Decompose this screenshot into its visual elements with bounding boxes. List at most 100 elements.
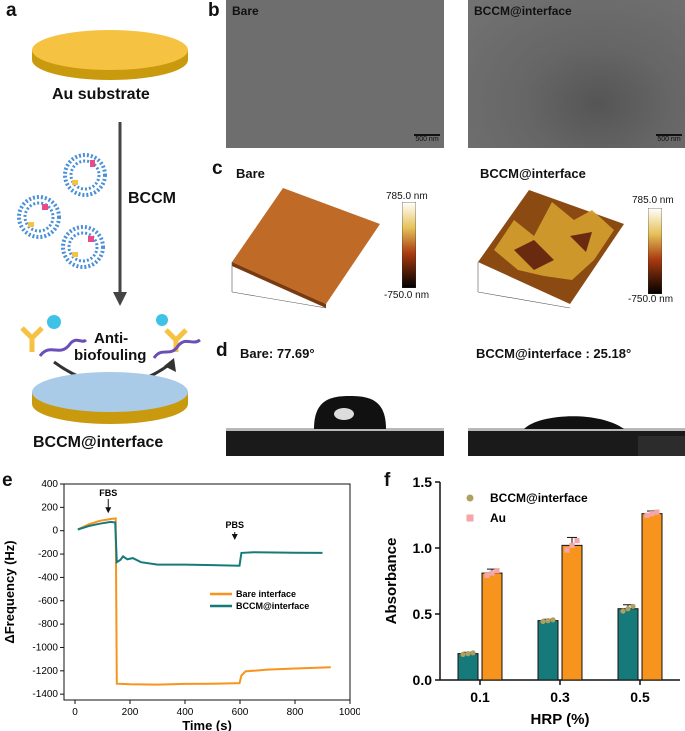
panel-label-e: e [2, 470, 13, 491]
coated-disc [32, 372, 188, 424]
contact-angle-bare: Bare: 77.69° [240, 346, 315, 361]
qcm-frequency-chart: 0 200 400 600 800 1000 400 200 0 -200 -400 -600 -800… [2, 479, 360, 731]
substrate-label: Au substrate [52, 86, 150, 103]
bar-Au [641, 513, 663, 681]
x-tick-label: 0 [72, 707, 78, 718]
y-tick-label: -1200 [32, 666, 58, 677]
data-point [489, 570, 495, 576]
data-point [649, 511, 655, 517]
legend-marker [466, 494, 474, 502]
y-tick-label: -1000 [32, 642, 58, 653]
x-tick-label: 600 [232, 707, 249, 718]
x-tick-label: 0.1 [470, 689, 490, 705]
x-axis-title: Time (s) [182, 718, 232, 731]
legend-marker [466, 514, 474, 522]
result-label: BCCM@interface [33, 434, 164, 451]
bar-BCCM@interface [537, 620, 559, 681]
y-tick-label: -800 [38, 619, 58, 630]
scale-bar-bare: 500 nm [414, 134, 440, 143]
x-tick-label: 0.3 [550, 689, 570, 705]
afm-surface-bare [231, 188, 380, 309]
y-axis-title: Absorbance [383, 538, 400, 625]
panel-label-a: a [6, 0, 17, 21]
sem-image-bare [226, 0, 444, 148]
bar-BCCM@interface [617, 608, 639, 681]
afm-colorbar-bccm [648, 208, 662, 294]
panel-label-f: f [384, 470, 391, 491]
x-tick-label: 0.5 [630, 689, 650, 705]
colorbar-max-bccm: 785.0 nm [632, 195, 674, 206]
scale-bar-bccm: 500 nm [656, 134, 682, 143]
absorbance-bar-chart: 0.0 0.5 1.0 1.5 HRP (%) Absorbance 0.1 0.3 0.5 BC… [383, 474, 680, 728]
series-line-0 [77, 517, 331, 686]
x-tick-label: 1000 [339, 707, 360, 718]
x-tick-label: 400 [177, 707, 194, 718]
bar-Au [561, 544, 583, 681]
y-tick-label: -400 [38, 572, 58, 583]
colorbar-min-bccm: -750.0 nm [628, 294, 674, 305]
y-tick-label: 1.5 [413, 474, 433, 490]
afm-colorbar-bare [402, 202, 416, 288]
legend-label: Bare interface [236, 589, 296, 599]
data-point [465, 651, 471, 657]
afm-label-bccm: BCCM@interface [480, 166, 586, 181]
antifouling-label-1: Anti- [94, 330, 129, 347]
x-tick-label: 800 [287, 707, 304, 718]
annotation-arrowhead [105, 507, 112, 514]
data-point [484, 572, 490, 579]
process-arrow [113, 122, 127, 306]
droplet-image-bare [226, 396, 444, 456]
gold-disc-top [32, 30, 188, 80]
series-line-1 [77, 520, 323, 567]
data-point [644, 512, 650, 518]
antifouling-label-2: biofouling [74, 347, 147, 364]
y-tick-label: -1400 [32, 689, 58, 700]
y-axis-title: ΔFrequency (Hz) [2, 540, 17, 643]
vesicle-icon [17, 195, 61, 239]
droplet-image-bccm [468, 416, 685, 456]
legend-label: BCCM@interface [490, 491, 588, 505]
x-axis-title: HRP (%) [531, 711, 590, 728]
data-point [620, 608, 626, 614]
y-tick-label: 0.5 [413, 606, 433, 622]
scale-bar-text: 500 nm [657, 136, 681, 143]
plot-frame [63, 483, 351, 701]
colorbar-max-bare: 785.0 nm [386, 191, 428, 202]
data-point [460, 651, 466, 657]
x-tick-label: 200 [122, 707, 139, 718]
panel-label-b: b [208, 0, 220, 21]
data-point [545, 618, 551, 624]
y-tick-label: 0 [52, 526, 58, 537]
colorbar-min-bare: -750.0 nm [384, 290, 430, 301]
contact-angle-bccm: BCCM@interface : 25.18° [476, 346, 632, 361]
y-tick-label: 200 [41, 502, 58, 513]
afm-surface-bccm [477, 190, 624, 309]
data-point [569, 542, 575, 548]
data-point [494, 568, 500, 574]
data-point [654, 509, 660, 515]
y-tick-label: -600 [38, 596, 58, 607]
sem-label-bccm: BCCM@interface [474, 4, 572, 18]
annotation-arrowhead [231, 534, 238, 541]
vesicle-icon [61, 225, 105, 269]
panel-label-d: d [216, 340, 228, 361]
data-point [574, 538, 580, 544]
data-point [550, 617, 556, 623]
y-tick-label: -200 [38, 549, 58, 560]
data-point [470, 650, 476, 656]
vesicle-icon [63, 153, 107, 197]
annotation-label: FBS [99, 488, 117, 498]
bar-Au [481, 572, 503, 681]
biomolecules-left-icon [20, 315, 87, 357]
y-tick-label: 0.0 [413, 672, 433, 688]
process-label: BCCM [128, 190, 176, 207]
scale-bar-text: 500 nm [415, 136, 439, 143]
sem-image-bccm [468, 0, 685, 148]
bar-BCCM@interface [457, 653, 479, 681]
biomolecules-right-icon [152, 314, 201, 359]
legend-label: BCCM@interface [236, 601, 309, 611]
data-point [625, 606, 631, 612]
sem-label-bare: Bare [232, 4, 259, 18]
y-tick-label: 1.0 [413, 540, 433, 556]
annotation-label: PBS [225, 520, 244, 530]
